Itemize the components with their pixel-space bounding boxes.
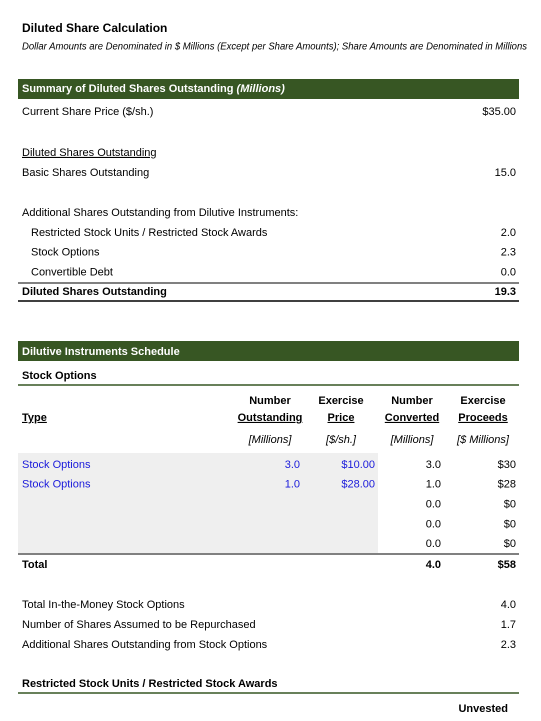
column-header: Unvested	[458, 703, 508, 715]
row-value: 3.0	[285, 459, 300, 471]
row-value: 1.0	[285, 479, 300, 491]
row-value: 2.3	[501, 247, 516, 259]
row-label: Stock Options	[22, 479, 91, 491]
row-value: 1.7	[501, 619, 516, 631]
row-value: 2.3	[501, 639, 516, 651]
section-title-text: Summary of Diluted Shares Outstanding	[22, 83, 233, 95]
total-label: Total	[22, 559, 47, 571]
row-value: 0.0	[426, 538, 441, 550]
column-unit: [Millions]	[390, 434, 435, 446]
heading: Diluted Shares Outstanding	[22, 147, 157, 159]
total-label: Diluted Shares Outstanding	[22, 286, 167, 298]
column-header: Price	[328, 412, 355, 424]
row-label: Basic Shares Outstanding	[22, 167, 149, 179]
row-value: $30	[498, 459, 516, 471]
row-label: Number of Shares Assumed to be Repurchas…	[22, 619, 256, 631]
subsection-title: Restricted Stock Units / Restricted Stoc…	[22, 678, 278, 690]
row-label: Restricted Stock Units / Restricted Stoc…	[31, 227, 268, 239]
column-header: Proceeds	[458, 412, 508, 424]
column-header: Type	[22, 412, 47, 424]
row-value: $0	[504, 499, 516, 511]
row-value: 1.0	[426, 479, 441, 491]
column-header: Outstanding	[238, 412, 303, 424]
column-unit: [Millions]	[248, 434, 293, 446]
row-value: 4.0	[501, 599, 516, 611]
row-label: Convertible Debt	[31, 266, 113, 278]
section-title: Dilutive Instruments Schedule	[22, 346, 180, 358]
row-label: Current Share Price ($/sh.)	[22, 106, 153, 118]
section-title-unit: (Millions)	[237, 83, 286, 95]
heading: Additional Shares Outstanding from Dilut…	[22, 207, 298, 219]
subsection-title: Stock Options	[22, 370, 97, 382]
section-bar	[18, 341, 519, 361]
row-value: 0.0	[501, 266, 516, 278]
row-value: 0.0	[426, 518, 441, 530]
section-title: Summary of Diluted Shares Outstanding (M…	[22, 83, 285, 95]
row-label: Stock Options	[22, 459, 91, 471]
row-label: Total In-the-Money Stock Options	[22, 599, 185, 611]
total-value: 19.3	[495, 286, 516, 298]
column-unit: [$/sh.]	[325, 434, 357, 446]
row-label: Stock Options	[31, 247, 100, 259]
row-value: $0	[504, 538, 516, 550]
row-value: 15.0	[495, 167, 516, 179]
row-value: 3.0	[426, 459, 441, 471]
column-header: Number	[391, 395, 433, 407]
row-value: $28	[498, 479, 516, 491]
total-value: $58	[498, 559, 516, 571]
input-shade	[18, 453, 378, 553]
title: Diluted Share Calculation	[22, 21, 167, 35]
row-value: 0.0	[426, 499, 441, 511]
column-unit: [$ Millions]	[456, 434, 510, 446]
column-header: Exercise	[460, 395, 505, 407]
subtitle: Dollar Amounts are Denominated in $ Mill…	[22, 42, 527, 53]
column-header: Exercise	[318, 395, 363, 407]
row-value: $35.00	[482, 106, 516, 118]
row-value: $28.00	[341, 479, 375, 491]
column-header: Converted	[385, 412, 439, 424]
total-value: 4.0	[426, 559, 441, 571]
column-header: Number	[249, 395, 291, 407]
section-bar	[18, 79, 519, 99]
row-value: $0	[504, 518, 516, 530]
row-value: 2.0	[501, 227, 516, 239]
row-value: $10.00	[341, 459, 375, 471]
row-label: Additional Shares Outstanding from Stock…	[22, 639, 268, 651]
